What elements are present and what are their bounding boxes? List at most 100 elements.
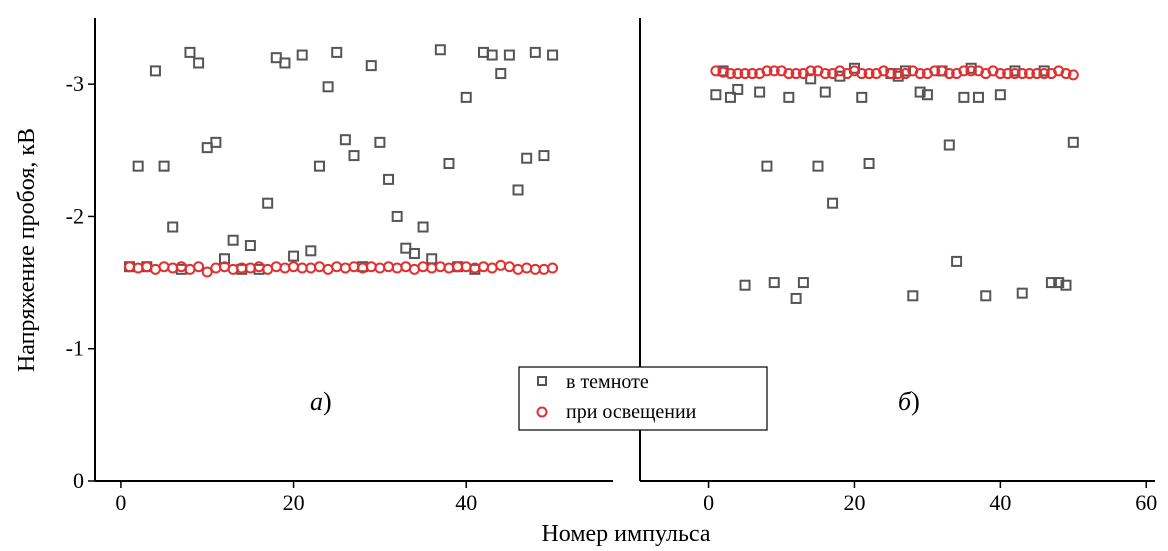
data-point-circle [1067,69,1079,81]
data-point-circle [1031,68,1043,80]
data-point-circle [417,261,429,273]
legend: в темноте при освещении [518,366,768,431]
y-tick-label: -2 [66,203,84,228]
data-point-circle [391,262,403,274]
y-tick-label: -3 [66,71,84,96]
panel-b-letter: б [898,387,912,416]
data-point-circle [339,262,351,274]
data-point-circle [958,65,970,77]
data-point-circle [892,68,904,80]
data-point-square [210,136,222,148]
data-point-square [512,184,524,196]
data-point-circle [790,68,802,80]
data-point-circle [313,261,325,273]
data-point-circle [426,262,438,274]
data-point-square [797,277,809,289]
x-tick-label: 20 [283,490,305,515]
data-point-circle [1009,68,1021,80]
x-axis-title: Номер импульса [541,521,710,547]
data-point-square [417,221,429,233]
data-point-square [391,210,403,222]
data-point-circle [717,66,729,78]
data-point-square [365,60,377,72]
data-point-square [434,44,446,56]
data-point-circle [374,262,386,274]
data-point-square [994,89,1006,101]
data-point-square [958,91,970,103]
data-point-square [710,89,722,101]
data-points [124,44,1079,304]
data-point-square [219,253,230,265]
data-point-circle [547,262,559,274]
data-point-square [331,46,343,58]
data-point-square [914,86,926,98]
data-point-circle [124,261,136,273]
data-point-square [1053,277,1065,289]
data-point-circle [400,261,412,273]
data-point-circle [783,68,795,80]
panel-b-paren: ) [911,387,920,416]
data-point-circle [1002,68,1014,80]
legend-square-marker [537,376,547,386]
data-point-circle [710,65,722,77]
data-point-square [812,160,824,172]
data-point-square [296,49,308,61]
data-point-circle [929,65,941,77]
data-point-circle [521,262,533,274]
data-point-square [972,91,984,103]
data-point-square [167,221,179,233]
x-tick-label: 40 [455,490,477,515]
data-point-circle [914,68,926,80]
data-point-square [244,240,256,252]
data-point-circle [1038,68,1050,80]
data-point-circle [434,261,446,273]
data-point-square [907,290,919,302]
legend-circle-marker [536,406,548,418]
x-tick-label: 40 [989,490,1011,515]
data-point-circle [279,262,291,274]
y-tick-label: -1 [66,336,84,361]
data-point-circle [856,68,868,80]
x-tick-label: 0 [115,490,126,515]
data-point-square [460,91,472,103]
x-tick-label: 0 [703,490,714,515]
data-point-square [805,73,817,85]
data-point-square [1060,279,1072,291]
data-point-circle [270,261,282,273]
data-point-square [529,46,541,58]
data-point-circle [1024,68,1036,80]
data-point-square [443,158,455,170]
data-point-circle [943,68,955,80]
panel-label-a: а) [310,387,332,416]
data-point-square [227,234,239,246]
x-tick-label: 60 [1135,490,1157,515]
panel-a-letter: а [310,387,323,416]
data-point-square [754,86,766,98]
data-point-square [184,46,196,58]
data-point-circle [768,65,780,77]
data-point-circle [761,65,773,77]
data-point-circle [885,68,897,80]
data-point-circle [331,261,343,273]
data-point-circle [805,65,817,77]
data-point-square [149,65,161,77]
data-point-circle [503,261,515,273]
data-point-circle [1060,68,1072,80]
data-point-circle [739,68,751,80]
data-point-square [724,91,736,103]
data-point-square [980,290,992,302]
data-point-square [322,81,334,93]
series-lit-a [124,259,559,278]
data-point-square [732,83,744,95]
data-point-circle [141,261,153,273]
tick-labels: 0 20 40 0 -1 -2 -3 0 20 40 60 [66,71,1158,515]
data-point-square [262,197,274,209]
data-point-square [158,160,170,172]
data-point-square [1016,287,1028,299]
data-point-circle [994,68,1006,80]
panel-label-b: б) [898,387,920,416]
data-point-square [1067,136,1079,148]
y-axis-title: Напряжение пробоя, кВ [14,128,40,372]
data-point-square [521,152,533,164]
